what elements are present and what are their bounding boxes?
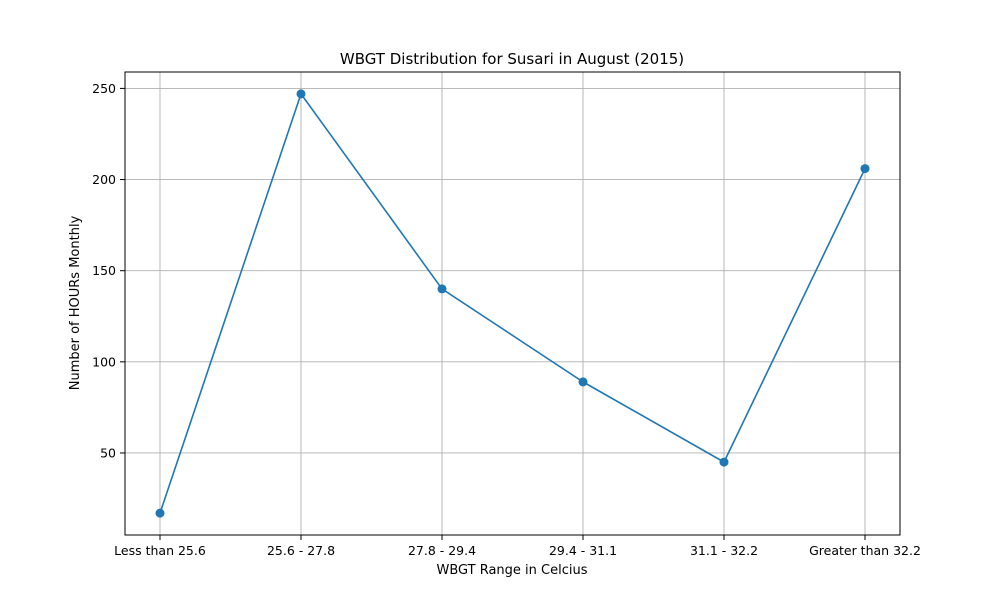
data-point bbox=[860, 164, 870, 174]
y-tick-label: 150 bbox=[92, 263, 116, 278]
data-point bbox=[719, 457, 729, 467]
data-point bbox=[437, 284, 447, 294]
x-tick-label: Greater than 32.2 bbox=[809, 543, 921, 558]
x-tick-label: 25.6 - 27.8 bbox=[267, 543, 335, 558]
data-point bbox=[155, 508, 165, 518]
grid bbox=[125, 72, 900, 535]
x-tick-label: 31.1 - 32.2 bbox=[690, 543, 758, 558]
x-tick-label: 27.8 - 29.4 bbox=[408, 543, 476, 558]
chart-title: WBGT Distribution for Susari in August (… bbox=[340, 50, 684, 68]
series-line bbox=[159, 92, 866, 514]
plot-frame bbox=[124, 71, 901, 536]
series-layer bbox=[155, 89, 870, 518]
y-tick-label: 200 bbox=[92, 172, 116, 187]
y-tick-label: 50 bbox=[100, 445, 116, 460]
y-tick-label: 250 bbox=[92, 81, 116, 96]
y-tick-label: 100 bbox=[92, 354, 116, 369]
x-tick-label: Less than 25.6 bbox=[114, 543, 206, 558]
x-axis: Less than 25.6 25.6 - 27.8 27.8 - 29.4 29.4… bbox=[114, 535, 921, 558]
data-point bbox=[296, 89, 306, 99]
x-axis-label: WBGT Range in Celcius bbox=[436, 563, 587, 578]
y-axis: 50 100 150 200 250 bbox=[92, 81, 125, 460]
x-tick-label: 29.4 - 31.1 bbox=[549, 543, 617, 558]
data-point bbox=[578, 377, 588, 387]
y-axis-label: Number of HOURs Monthly bbox=[68, 215, 83, 390]
